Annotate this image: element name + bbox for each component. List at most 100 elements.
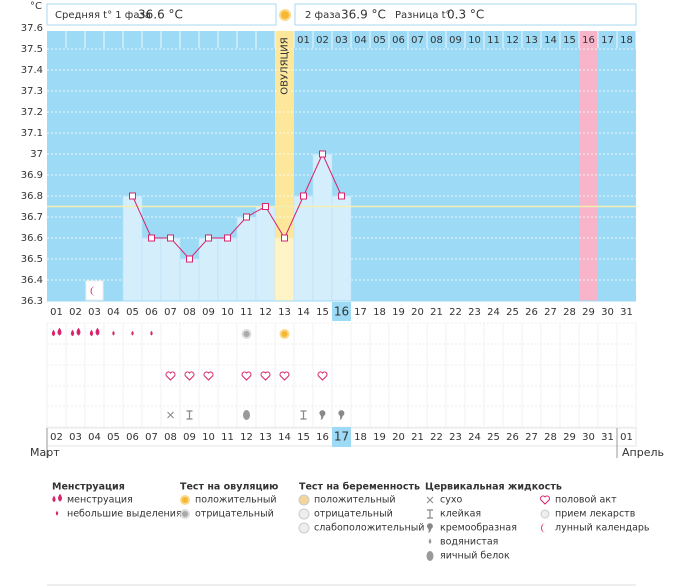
temperature-bar [274, 237, 295, 302]
legend-label: яичный белок [440, 551, 510, 562]
date-label: 16 [316, 432, 329, 443]
ovulation-column [275, 31, 294, 301]
x-tick-label: 25 [506, 307, 519, 318]
today-box [332, 302, 351, 321]
legend-label: клейкая [440, 509, 481, 520]
y-tick-label: 36.7 [21, 212, 43, 223]
date-label: 23 [449, 432, 462, 443]
date-label: 27 [525, 432, 538, 443]
temperature-point [338, 192, 345, 200]
temperature-bar [160, 237, 181, 302]
phase1-box [46, 3, 277, 26]
temperature-bar [198, 237, 219, 302]
t-icon [427, 509, 433, 519]
date-label: 05 [107, 432, 120, 443]
cycle-day-label: 14 [544, 35, 557, 46]
difference-label: Разница t° [395, 10, 451, 21]
sun-icon [180, 495, 190, 505]
month-label: Апрель [622, 446, 664, 459]
sun-icon [279, 329, 290, 339]
unit-label: °C [30, 1, 42, 12]
x-tick-label: 13 [278, 307, 291, 318]
heart-icon [241, 371, 252, 381]
x-tick-label: 07 [164, 307, 177, 318]
x-tick-label: 15 [316, 307, 329, 318]
date-label: 30 [582, 432, 595, 443]
x-tick-label: 21 [430, 307, 443, 318]
x-tick-label: 23 [468, 307, 481, 318]
y-tick-label: 36.3 [21, 296, 43, 307]
gray-icon [180, 509, 190, 519]
temperature-point [300, 192, 307, 200]
date-label: 15 [297, 432, 310, 443]
x-tick-label: 30 [601, 307, 614, 318]
date-label: 29 [563, 432, 576, 443]
heart-icon [203, 371, 214, 381]
date-label: 20 [392, 432, 405, 443]
temperature-point [205, 234, 212, 242]
x-tick-label: 16 [334, 305, 349, 319]
x-tick-label: 02 [69, 307, 82, 318]
test-icon [298, 494, 310, 506]
temperature-bar [312, 153, 333, 302]
drop-icon [428, 538, 432, 544]
cycle-day-label: 11 [487, 35, 500, 46]
heart-icon [317, 371, 328, 381]
date-label: 01 [620, 432, 633, 443]
date-label: 17 [334, 430, 349, 444]
cycle-day-label: 12 [506, 35, 519, 46]
y-tick-label: 37.1 [21, 128, 43, 139]
drop-icon [95, 327, 100, 336]
y-tick-label: 37.4 [21, 65, 43, 76]
legend-title: Цервикальная жидкость [425, 482, 562, 493]
drop-icon [131, 330, 134, 336]
legend-label: отрицательный [314, 509, 393, 520]
drop-icon [89, 329, 94, 337]
x-tick-label: 14 [297, 307, 310, 318]
drop-icon [112, 330, 115, 336]
cream-icon [319, 410, 326, 420]
y-tick-label: 37.2 [21, 107, 43, 118]
y-tick-label: 36.4 [21, 275, 43, 286]
x-tick-label: 17 [354, 307, 367, 318]
heart-icon [184, 371, 195, 381]
y-tick-label: 36.6 [21, 233, 43, 244]
y-tick-label: 37.3 [21, 86, 43, 97]
temperature-bar [141, 237, 162, 302]
x-tick-label: 10 [221, 307, 234, 318]
sun-icon [279, 9, 291, 21]
cycle-day-label: 05 [373, 35, 386, 46]
gray-icon [241, 329, 252, 339]
y-tick-label: 36.5 [21, 254, 43, 265]
legend-label: водянистая [440, 537, 498, 548]
test-icon [298, 508, 310, 520]
cycle-day-label: 10 [468, 35, 481, 46]
date-label: 12 [240, 432, 253, 443]
date-label: 19 [373, 432, 386, 443]
drop-icon [57, 327, 62, 336]
temperature-point [224, 234, 231, 242]
x-tick-label: 31 [620, 307, 633, 318]
temperature-bar [236, 216, 257, 302]
temperature-bar [217, 237, 238, 302]
temperature-point [319, 150, 326, 158]
x-tick-label: 11 [240, 307, 253, 318]
date-label: 26 [506, 432, 519, 443]
legend-label: лунный календарь [555, 523, 650, 534]
x-icon [167, 411, 174, 419]
date-label: 24 [468, 432, 481, 443]
date-label: 02 [50, 432, 63, 443]
legend-label: отрицательный [195, 509, 274, 520]
temperature-point [243, 213, 250, 221]
x-tick-label: 08 [183, 307, 196, 318]
heart-icon [165, 371, 176, 381]
temperature-point [167, 234, 174, 242]
egg-icon [426, 551, 434, 561]
date-label: 31 [601, 432, 614, 443]
date-label: 14 [278, 432, 291, 443]
drop-icon [76, 327, 81, 336]
x-tick-label: 01 [50, 307, 63, 318]
cycle-day-label: 16 [582, 35, 595, 46]
date-label: 11 [221, 432, 234, 443]
